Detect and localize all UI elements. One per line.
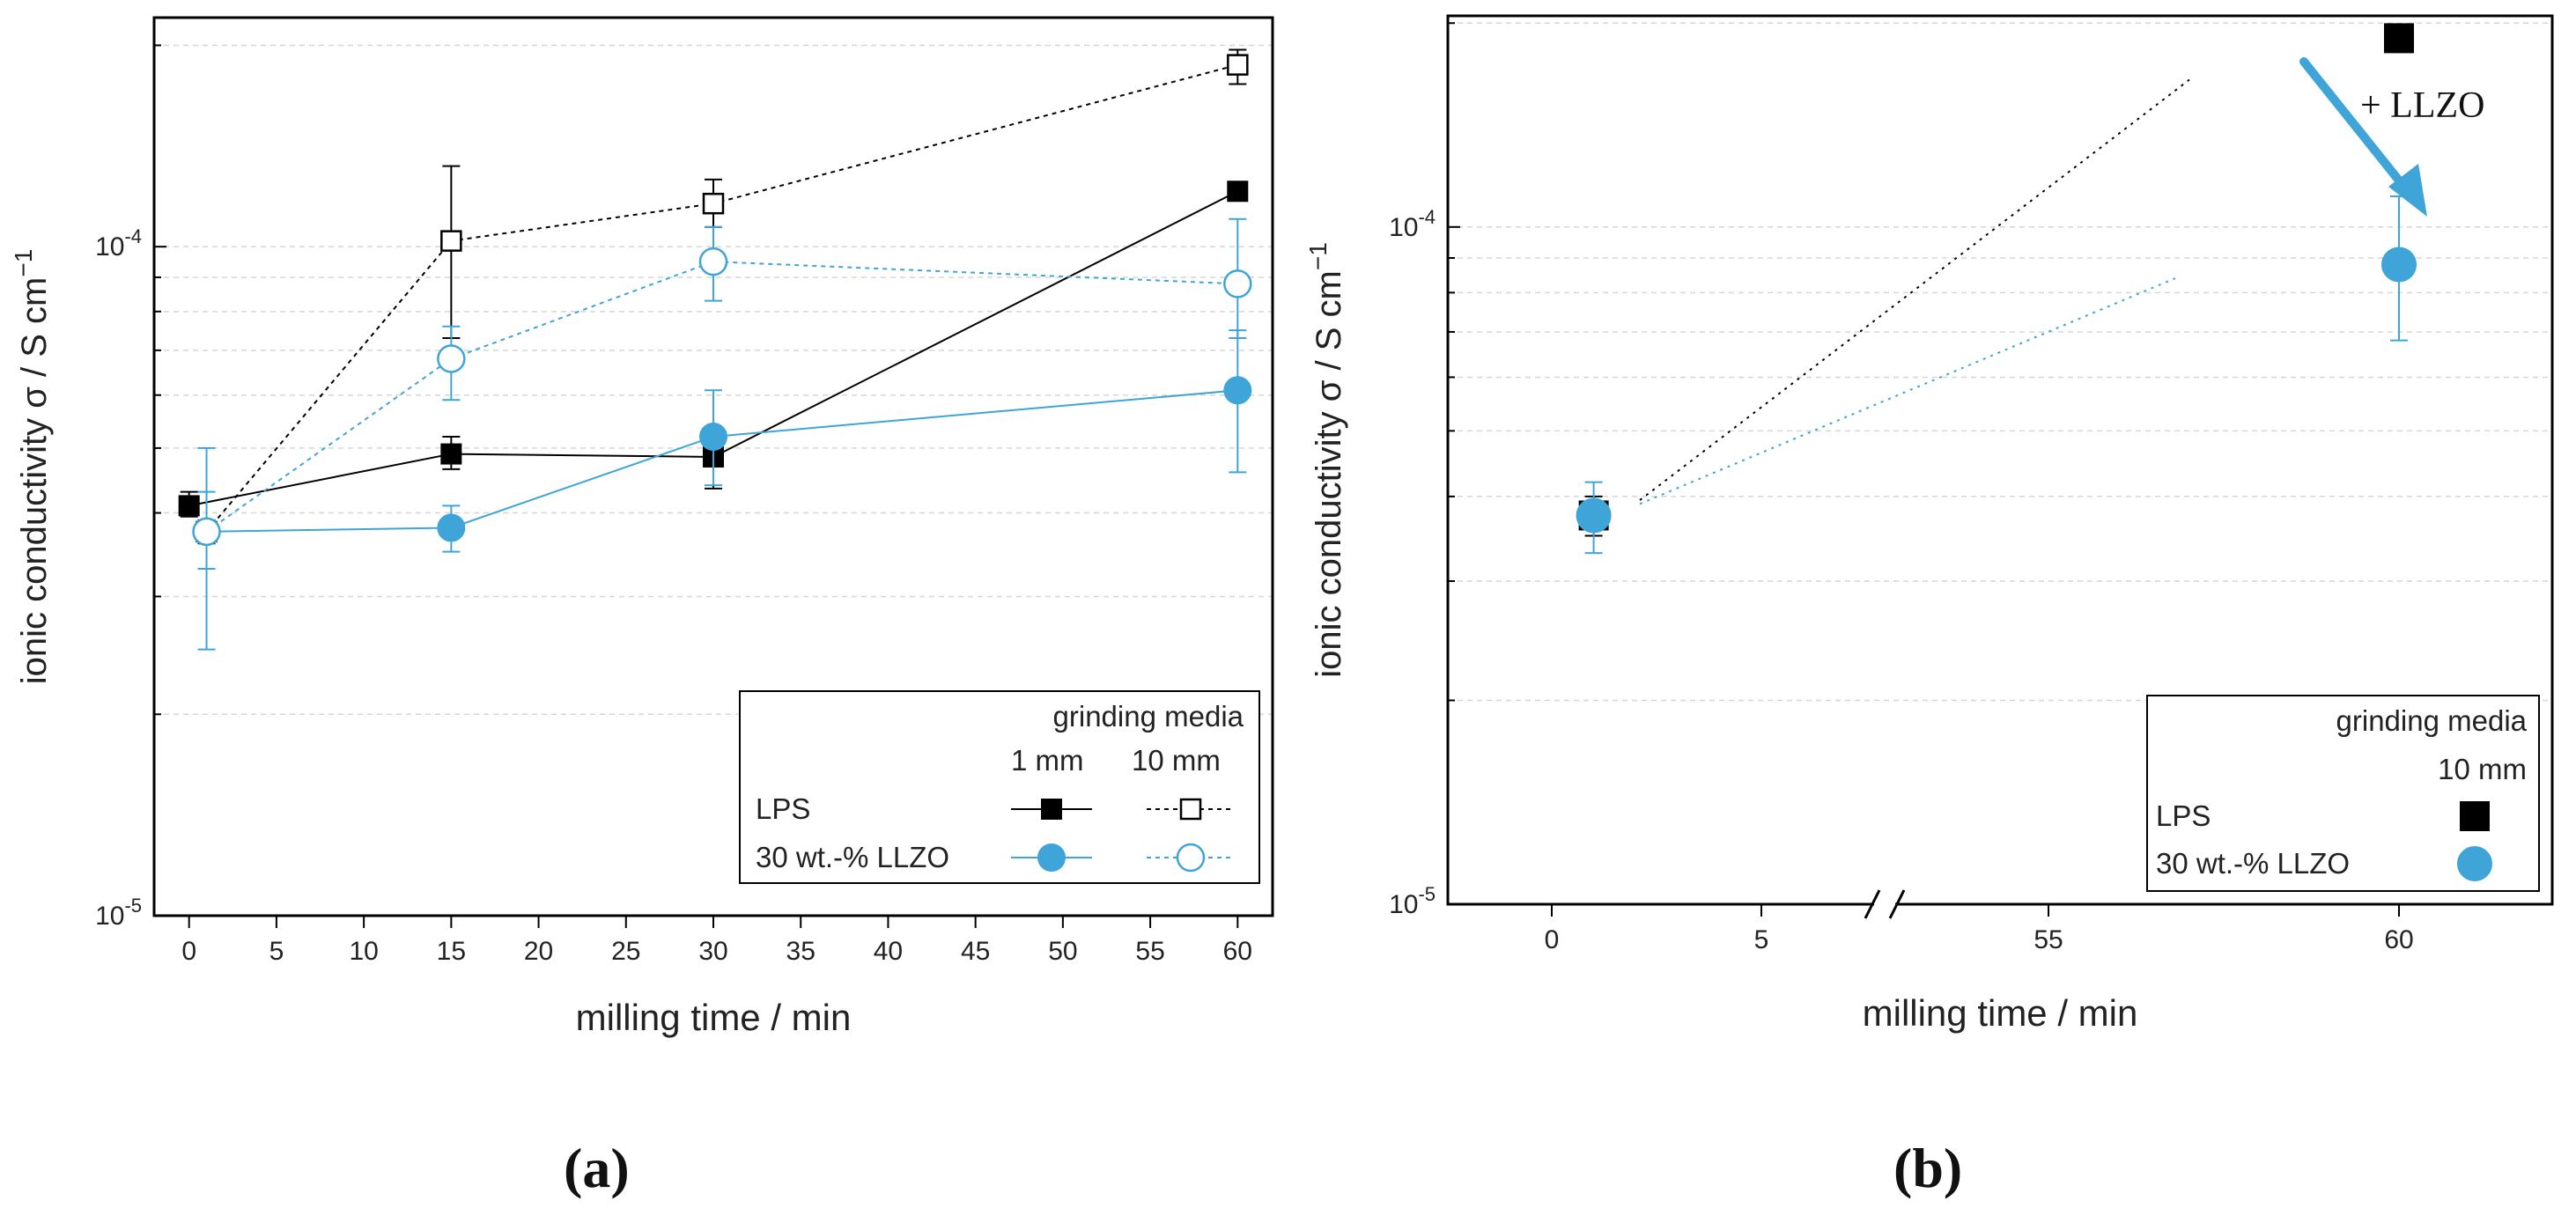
y-axis-label: ionic conductivity σ / S cm−1 <box>10 249 54 685</box>
chart-panel-a: 0 5 10 15 20 25 30 35 40 45 50 55 6010-510-4milling … <box>10 16 1274 1038</box>
legend-box <box>739 690 1260 884</box>
data-point <box>1227 180 1249 203</box>
x-tick-label: 5 <box>269 937 284 966</box>
data-point <box>1223 376 1252 405</box>
legend-row-lps: LPS <box>756 792 810 825</box>
data-point <box>178 495 200 517</box>
plot-frame <box>1446 14 2554 906</box>
legend-sample-marker <box>1041 799 1062 820</box>
legend-col-10mm: 10 mm <box>1132 744 1221 777</box>
legend-sample-marker <box>1176 843 1206 873</box>
data-point <box>440 443 462 465</box>
legend-title: grinding media <box>2336 704 2528 737</box>
data-point <box>440 230 462 252</box>
annotation-text: + LLZO <box>2360 85 2484 126</box>
series-line <box>188 190 1238 507</box>
legend-title: grinding media <box>1053 700 1244 733</box>
x-tick-label: 30 <box>698 937 727 966</box>
legend-sample-marker <box>1179 798 1202 821</box>
data-point <box>702 192 725 215</box>
axis-break-mark <box>1864 889 1881 919</box>
data-point <box>1223 269 1252 298</box>
legend-sample-marker <box>2457 846 2492 881</box>
y-axis-label-exp: −1 <box>10 249 37 277</box>
legend-col-10mm: 10 mm <box>2438 753 2527 785</box>
y-tick-label: 10-5 <box>95 895 142 931</box>
legend-row-llzo: 30 wt.-% LLZO <box>756 841 949 873</box>
legend: grinding media 10 mm LPS 30 wt.-% LLZO <box>2146 695 2540 892</box>
x-axis-label: milling time / min <box>1863 992 2138 1034</box>
x-tick-label: 35 <box>786 937 816 966</box>
data-point <box>1576 497 1612 534</box>
x-tick-label: 25 <box>611 937 640 966</box>
legend-col-1mm: 1 mm <box>1011 744 1084 777</box>
y-tick-label-base: 10 <box>1389 890 1418 919</box>
y-tick-label-base: 10 <box>1389 213 1418 242</box>
y-axis-label-text: ionic conductivity σ / S cm <box>15 277 54 685</box>
data-point <box>192 517 221 547</box>
y-tick-label-exp: -5 <box>1418 883 1436 905</box>
x-tick-label: 60 <box>2384 925 2413 954</box>
x-tick-label: 0 <box>181 937 196 966</box>
legend: grinding media 1 mm 10 mm LPS 30 wt.-% LLZO <box>739 690 1260 884</box>
legend-row-llzo: 30 wt.-% LLZO <box>2156 847 2350 880</box>
x-tick-label: 10 <box>349 937 378 966</box>
data-point <box>437 513 466 542</box>
x-tick-label: 55 <box>1135 937 1164 966</box>
arrow-shaft <box>2299 57 2414 198</box>
x-tick-label: 15 <box>437 937 466 966</box>
y-tick-label-exp: -5 <box>124 895 142 917</box>
x-tick-label: 55 <box>2033 925 2063 954</box>
panel-label-a: (a) <box>564 1137 630 1199</box>
data-point <box>2384 23 2414 54</box>
x-tick-label: 0 <box>1545 925 1560 954</box>
series-30-wt-llzo <box>1576 195 2417 555</box>
x-tick-label: 45 <box>961 937 990 966</box>
data-point <box>698 247 728 276</box>
y-tick-label-exp: -4 <box>124 225 142 247</box>
y-axis-label: ionic conductivity σ / S cm−1 <box>1304 242 1348 678</box>
x-tick-label: 20 <box>524 937 553 966</box>
annotation-arrow <box>2299 57 2427 217</box>
y-tick-label: 10-4 <box>1389 206 1436 242</box>
x-tick-label: 40 <box>874 937 903 966</box>
data-point <box>1227 54 1249 76</box>
y-tick-label: 10-4 <box>95 225 142 261</box>
series-30-wt-llzo-10-mm <box>192 217 1252 651</box>
data-point <box>437 344 466 373</box>
y-axis-label-text: ionic conductivity σ / S cm <box>1310 270 1348 678</box>
y-tick-label: 10-5 <box>1389 883 1436 919</box>
legend-row-lps: LPS <box>2156 799 2211 832</box>
legend-sample-marker <box>2460 801 2490 831</box>
x-tick-label: 50 <box>1048 937 1077 966</box>
data-point <box>699 422 727 451</box>
x-tick-label: 5 <box>1754 925 1769 954</box>
series-line <box>205 261 1238 533</box>
series-line <box>206 389 1238 533</box>
guide-line-llzo <box>1639 277 2176 505</box>
arrow-head <box>2388 164 2427 217</box>
error-bar <box>197 446 216 651</box>
y-axis-label-exp: −1 <box>1304 242 1332 270</box>
axis-break-mark <box>1888 889 1906 919</box>
axis-break-gap <box>1874 899 1895 910</box>
y-tick-label-exp: -4 <box>1418 206 1436 228</box>
x-tick-label: 60 <box>1223 937 1252 966</box>
data-point <box>2381 247 2417 283</box>
panel-label-b: (b) <box>1893 1137 1963 1199</box>
legend-sample-marker <box>1037 843 1066 872</box>
y-tick-label-base: 10 <box>95 902 124 931</box>
series-line <box>205 63 1238 533</box>
x-axis-label: milling time / min <box>576 997 852 1038</box>
y-tick-label-base: 10 <box>95 232 124 261</box>
